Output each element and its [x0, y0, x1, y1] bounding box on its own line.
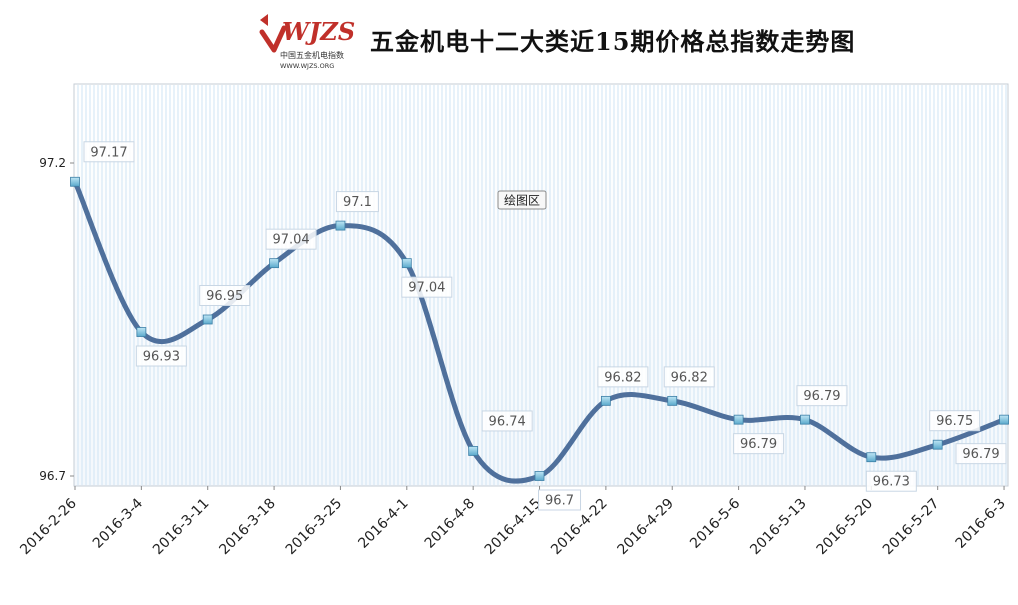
data-label-box — [663, 366, 715, 388]
data-label-box — [199, 285, 251, 306]
x-tick-label: 2016-5-13 — [747, 496, 810, 559]
data-label: 96.93 — [135, 345, 187, 367]
data-label: 96.82 — [597, 366, 649, 388]
plot-area-tooltip: 绘图区 — [497, 190, 547, 210]
data-label: 96.74 — [481, 410, 533, 432]
data-label-box — [135, 345, 187, 367]
data-label-box — [335, 191, 379, 213]
x-tick-label: 2016-6-3 — [953, 496, 1009, 552]
data-point-marker — [468, 446, 479, 456]
x-tick-label: 2016-3-11 — [150, 496, 213, 559]
data-label: 96.95 — [199, 285, 251, 306]
plot-area-tooltip-text: 绘图区 — [504, 193, 540, 208]
wjzs-logo: WJZS 中国五金机电指数 WWW.WJZS.ORG — [259, 14, 355, 70]
data-label-text: 96.79 — [803, 389, 840, 404]
data-point-marker — [534, 471, 545, 481]
data-point-marker — [202, 314, 213, 325]
y-axis: 97.2 96.7 — [39, 156, 74, 483]
x-tick-label: 2016-5-20 — [814, 496, 877, 559]
x-tick-label: 2016-4-29 — [615, 496, 678, 559]
data-label-text: 97.1 — [343, 195, 372, 210]
x-tick-label: 2016-5-6 — [687, 495, 743, 551]
x-tick-label: 2016-3-25 — [283, 496, 346, 559]
data-label-box — [796, 385, 848, 407]
data-point-marker — [932, 439, 943, 450]
data-label-box — [955, 443, 1007, 465]
data-point-marker — [600, 395, 611, 406]
data-point-marker — [667, 395, 678, 406]
data-label-box — [481, 410, 533, 432]
logo-mark-text: WJZS — [282, 17, 355, 46]
x-tick-label: 2016-2-26 — [17, 495, 80, 558]
data-label-text: 96.79 — [962, 447, 999, 462]
data-label-box — [401, 276, 453, 298]
y-tick-label: 97.2 — [39, 156, 66, 170]
x-tick-label: 2016-4-1 — [355, 496, 411, 552]
logo-subtitle-url: WWW.WJZS.ORG — [280, 62, 334, 70]
data-label-box — [865, 470, 917, 492]
chart-title: 五金机电十二大类近15期价格总指数走势图 — [370, 27, 856, 56]
chart-header: WJZS 中国五金机电指数 WWW.WJZS.ORG 五金机电十二大类近15期价… — [0, 0, 1018, 80]
data-label-text: 97.04 — [408, 281, 445, 296]
data-point-marker — [136, 327, 147, 337]
data-point-marker — [733, 414, 744, 425]
data-label-text: 96.7 — [545, 494, 574, 509]
data-point-marker — [800, 414, 810, 425]
data-label: 96.79 — [796, 385, 848, 407]
data-label-text: 96.82 — [671, 370, 708, 385]
data-label: 96.73 — [865, 470, 917, 492]
data-point-marker — [866, 452, 877, 463]
x-axis: 2016-2-26 2016-3-4 2016-3-11 2016-3-18 2016-… — [17, 486, 1009, 558]
data-label: 96.79 — [955, 443, 1007, 465]
data-point-marker — [401, 258, 412, 269]
data-label-box — [929, 410, 981, 432]
x-tick-label: 2016-4-15 — [482, 496, 545, 559]
data-labels: 97.17 96.93 96.95 97.04 97.1 97.04 96.74 96.7 96… — [83, 141, 1007, 511]
data-label-box — [83, 141, 135, 163]
data-label: 96.75 — [929, 410, 981, 432]
x-tick-label: 2016-4-8 — [422, 496, 478, 552]
logo-arrow-shape — [259, 25, 287, 53]
x-tick-label: 2016-5-27 — [880, 496, 943, 559]
data-label-text: 96.74 — [489, 414, 526, 429]
data-label-text: 96.75 — [936, 414, 973, 429]
data-point-marker — [335, 220, 346, 231]
logo-arrow-head — [260, 14, 268, 26]
x-tick-label: 2016-3-4 — [90, 495, 146, 551]
data-label: 96.79 — [733, 433, 785, 455]
logo-subtitle-cn: 中国五金机电指数 — [280, 50, 344, 60]
data-label: 97.17 — [83, 141, 135, 163]
data-label-box — [265, 228, 317, 250]
x-tick-label: 2016-3-18 — [216, 496, 279, 559]
data-point-marker — [70, 176, 80, 187]
data-label-box — [733, 433, 785, 455]
data-label: 96.7 — [538, 489, 582, 511]
plot-area-tooltip-box — [497, 190, 547, 210]
data-markers — [70, 176, 1009, 481]
data-label-box — [597, 366, 649, 388]
data-label: 96.82 — [663, 366, 715, 388]
data-point-marker — [999, 414, 1009, 425]
data-label-text: 96.73 — [873, 475, 910, 490]
data-label-text: 96.93 — [143, 350, 180, 365]
data-label: 97.04 — [265, 228, 317, 250]
data-label-box — [538, 489, 582, 511]
data-label-text: 96.82 — [604, 370, 641, 385]
data-label: 97.1 — [335, 191, 379, 213]
data-label-text: 96.79 — [740, 437, 777, 452]
data-label: 97.04 — [401, 276, 453, 298]
data-label-text: 97.04 — [272, 233, 309, 248]
y-tick-label: 96.7 — [39, 469, 66, 483]
data-label-text: 97.17 — [90, 145, 127, 160]
data-label-text: 96.95 — [206, 289, 243, 304]
data-point-marker — [269, 258, 279, 269]
